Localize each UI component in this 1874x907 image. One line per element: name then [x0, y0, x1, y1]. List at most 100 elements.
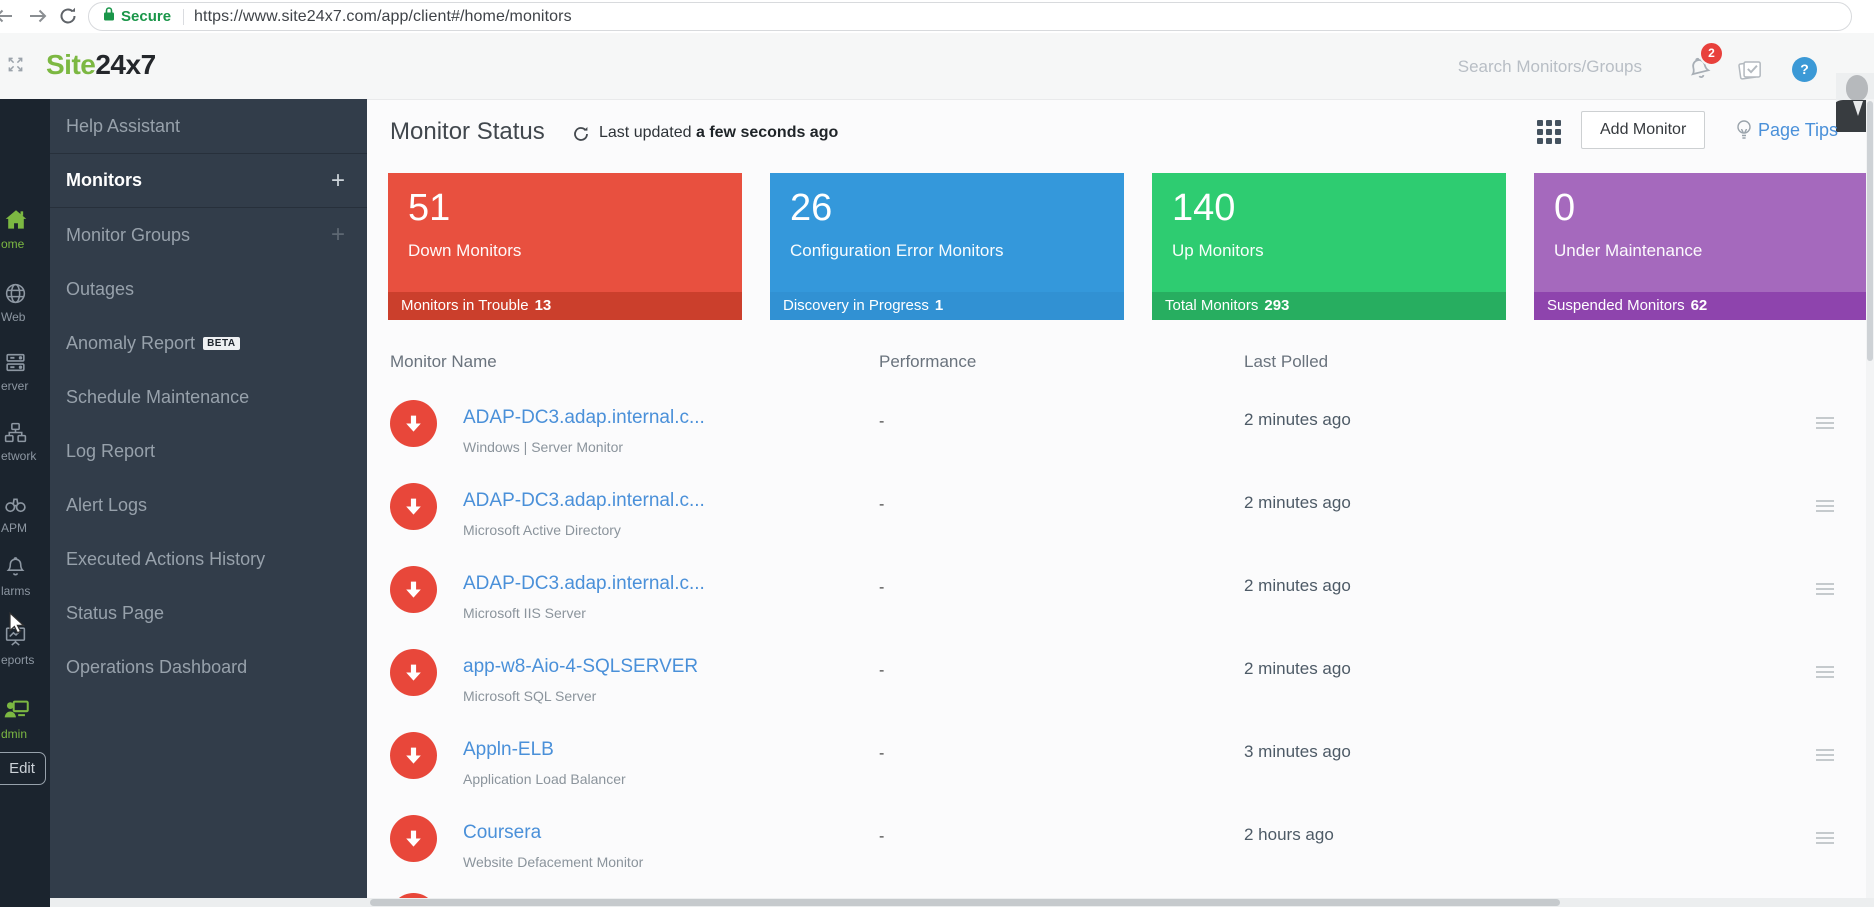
lightbulb-icon	[1734, 118, 1754, 147]
monitor-row[interactable]: Appln-ELB Application Load Balancer - 3 …	[367, 725, 1874, 808]
monitor-row[interactable]: Coursera Website Defacement Monitor - 2 …	[367, 808, 1874, 891]
card-footer-value: 293	[1264, 297, 1290, 314]
monitor-name-link[interactable]: ADAP-DC3.adap.internal.c...	[463, 573, 705, 594]
monitor-name-link[interactable]: ADAP-DC3.adap.internal.c...	[463, 407, 705, 428]
sidebar-menu-item[interactable]: Anomaly Report BETA	[50, 316, 367, 370]
sidebar-menu-item[interactable]: Log Report	[50, 424, 367, 478]
forward-icon[interactable]	[28, 6, 48, 26]
rail-label: etwork	[1, 449, 37, 463]
url-text[interactable]: https://www.site24x7.com/app/client#/hom…	[194, 7, 572, 25]
page-tips-link[interactable]: Page Tips	[1758, 120, 1839, 140]
card-footer-value: 13	[534, 297, 552, 314]
hamburger-icon[interactable]	[1816, 749, 1834, 764]
vertical-scrollbar[interactable]	[1866, 99, 1874, 898]
sidebar-menu-list: Help Assistant Monitors + Monitor Groups…	[50, 100, 367, 694]
rail-item-network[interactable]: etwork	[0, 420, 50, 463]
view-grid-icon[interactable]	[1537, 120, 1561, 144]
vertical-scrollbar-thumb[interactable]	[1867, 101, 1873, 361]
status-card[interactable]: 140 Up Monitors Total Monitors 293	[1152, 173, 1506, 320]
performance-value: -	[879, 579, 885, 596]
logo-site: Site	[46, 49, 96, 80]
status-card[interactable]: 26 Configuration Error Monitors Discover…	[770, 173, 1124, 320]
card-footer[interactable]: Total Monitors 293	[1152, 292, 1506, 320]
back-icon[interactable]	[0, 6, 14, 26]
reload-status-icon[interactable]	[572, 125, 590, 143]
menu-item-label: Outages	[66, 278, 135, 299]
sidebar-menu-item[interactable]: Help Assistant	[50, 100, 367, 154]
expand-icon[interactable]	[7, 56, 24, 78]
help-icon[interactable]: ?	[1792, 57, 1817, 82]
add-icon[interactable]: +	[330, 221, 345, 248]
card-count: 140	[1172, 187, 1236, 229]
monitor-row[interactable]: ADAP-DC3.adap.internal.c... Microsoft II…	[367, 559, 1874, 642]
monitor-name-link[interactable]: Appln-ELB	[463, 739, 554, 760]
card-footer-value: 1	[934, 297, 944, 314]
card-footer[interactable]: Monitors in Trouble 13	[388, 292, 742, 320]
logo-24x7: 24x7	[95, 49, 156, 80]
menu-item-label: Status Page	[66, 602, 165, 623]
url-bar[interactable]: Secure https://www.site24x7.com/app/clie…	[88, 2, 1852, 31]
last-polled-value: 2 minutes ago	[1244, 576, 1351, 595]
hamburger-icon[interactable]	[1816, 832, 1834, 847]
hamburger-icon[interactable]	[1816, 417, 1834, 432]
rail-label: eports	[1, 653, 35, 667]
monitor-name-link[interactable]: Coursera	[463, 822, 542, 843]
edit-button[interactable]: Edit	[0, 752, 46, 785]
sidebar-menu-item[interactable]: Status Page	[50, 586, 367, 640]
menu-item-label: Executed Actions History	[66, 548, 266, 569]
down-status-icon	[390, 815, 437, 862]
sidebar-menu-item[interactable]: Executed Actions History	[50, 532, 367, 586]
monitor-name-link[interactable]: app-w8-Aio-4-SQLSERVER	[463, 656, 699, 677]
last-polled-value: 2 minutes ago	[1244, 493, 1351, 512]
performance-value: -	[879, 413, 885, 430]
sidebar-menu-item[interactable]: Operations Dashboard	[50, 640, 367, 694]
rail-label: Web	[1, 310, 26, 324]
card-footer[interactable]: Suspended Monitors 62	[1534, 292, 1874, 320]
down-status-icon	[390, 483, 437, 530]
sidebar-menu: Help Assistant Monitors + Monitor Groups…	[50, 99, 367, 907]
rail-item-apm[interactable]: APM	[0, 492, 50, 535]
card-footer-label: Monitors in Trouble	[401, 297, 529, 314]
site24x7-logo[interactable]: Site24x7	[46, 49, 156, 81]
monitor-type-label: Microsoft Active Directory	[463, 522, 621, 538]
menu-item-label: Log Report	[66, 440, 156, 461]
rail-item-alarms[interactable]: larms	[0, 555, 50, 598]
rail-item-home[interactable]: ome	[0, 207, 50, 251]
rail-item-admin[interactable]: dmin	[0, 696, 50, 741]
hamburger-icon[interactable]	[1816, 666, 1834, 681]
refresh-icon[interactable]	[58, 6, 78, 26]
status-card[interactable]: 0 Under Maintenance Suspended Monitors 62	[1534, 173, 1874, 320]
horizontal-scrollbar[interactable]	[50, 898, 1874, 907]
search-input[interactable]	[1340, 50, 1644, 84]
sidebar-menu-item[interactable]: Schedule Maintenance	[50, 370, 367, 424]
rail-label: dmin	[1, 727, 28, 741]
add-monitor-button[interactable]: Add Monitor	[1581, 111, 1706, 149]
hamburger-icon[interactable]	[1816, 500, 1834, 515]
card-count: 51	[408, 187, 451, 229]
license-documents-icon[interactable]	[1736, 57, 1765, 88]
status-card[interactable]: 51 Down Monitors Monitors in Trouble 13	[388, 173, 742, 320]
last-polled-value: 3 minutes ago	[1244, 742, 1351, 761]
notification-count-badge: 2	[1699, 41, 1724, 66]
hamburger-icon[interactable]	[1816, 583, 1834, 598]
menu-item-label: Alert Logs	[66, 494, 148, 515]
monitor-row[interactable]: ADAP-DC3.adap.internal.c... Microsoft Ac…	[367, 476, 1874, 559]
sidebar-menu-item[interactable]: Alert Logs	[50, 478, 367, 532]
sidebar-menu-item[interactable]: Monitors +	[50, 154, 367, 208]
card-count: 26	[790, 187, 833, 229]
rail-item-server[interactable]: erver	[0, 350, 50, 393]
horizontal-scrollbar-thumb[interactable]	[370, 899, 1560, 906]
menu-item-label: Monitors	[66, 170, 142, 190]
url-separator	[183, 8, 185, 25]
sidebar-menu-item[interactable]: Monitor Groups +	[50, 208, 367, 262]
monitor-row[interactable]: app-w8-Aio-4-SQLSERVER Microsoft SQL Ser…	[367, 642, 1874, 725]
monitor-name-link[interactable]: ADAP-DC3.adap.internal.c...	[463, 490, 705, 511]
rail-item-web[interactable]: Web	[0, 281, 50, 324]
sidebar-menu-item[interactable]: Outages	[50, 262, 367, 316]
column-performance: Performance	[879, 352, 977, 371]
add-icon[interactable]: +	[330, 166, 345, 194]
performance-value: -	[879, 662, 885, 679]
monitor-row[interactable]: ADAP-DC3.adap.internal.c... Windows | Se…	[367, 393, 1874, 476]
card-footer[interactable]: Discovery in Progress 1	[770, 292, 1124, 320]
lock-icon	[103, 6, 115, 27]
